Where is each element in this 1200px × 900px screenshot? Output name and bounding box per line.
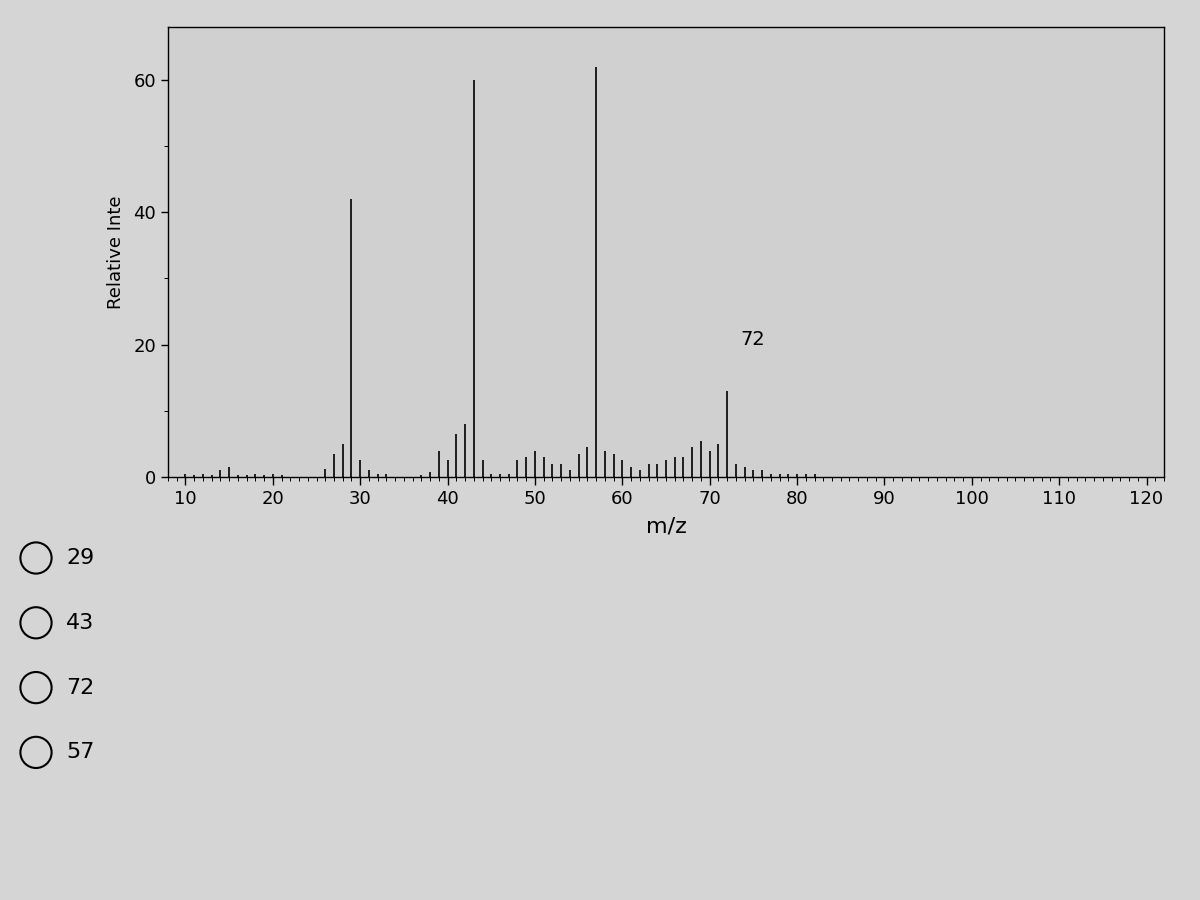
Text: 29: 29: [66, 548, 95, 568]
Text: 72: 72: [740, 329, 766, 348]
Y-axis label: Relative Inte: Relative Inte: [107, 195, 125, 309]
Text: 72: 72: [66, 678, 95, 698]
Text: 43: 43: [66, 613, 95, 633]
Text: 57: 57: [66, 742, 95, 762]
X-axis label: m/z: m/z: [646, 517, 686, 536]
